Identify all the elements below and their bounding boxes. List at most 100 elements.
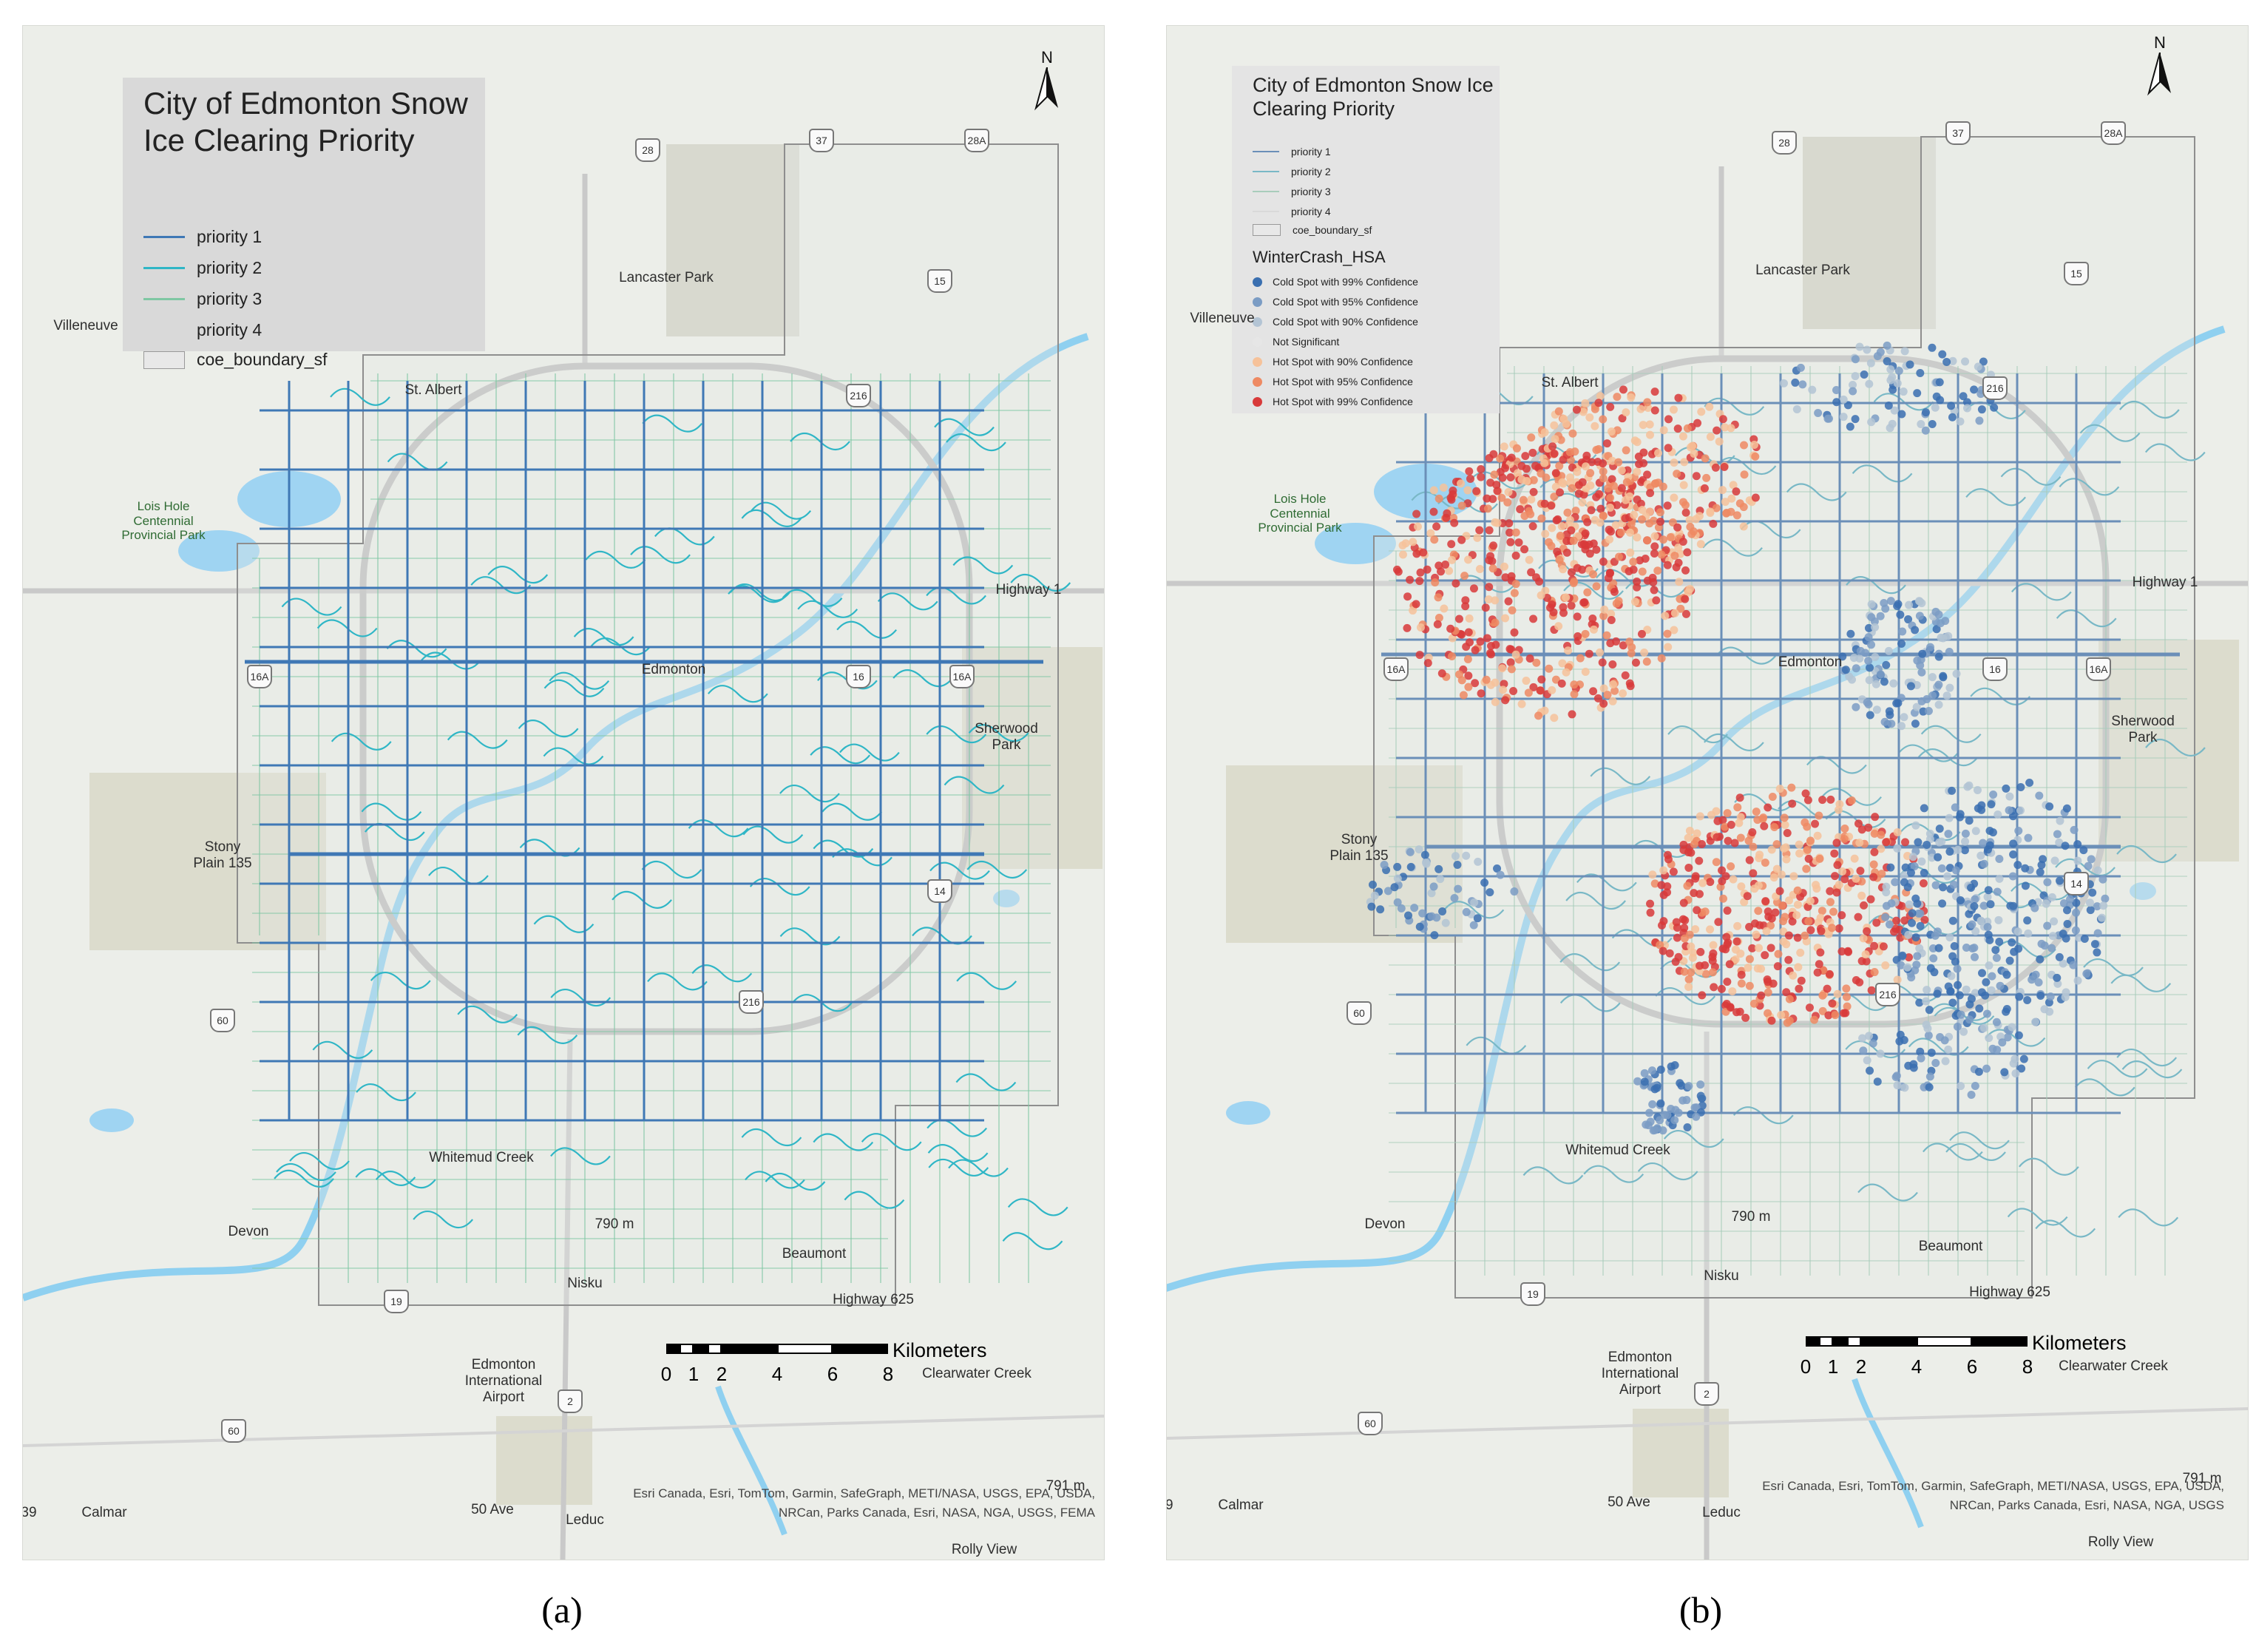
crash-point (1551, 435, 1559, 444)
crash-point (1886, 597, 1895, 606)
crash-point (1896, 610, 1905, 619)
crash-point (1673, 933, 1681, 942)
road-priority-2 (1667, 725, 1728, 744)
crash-point (1784, 955, 1793, 964)
road-priority-2 (1949, 1131, 2010, 1150)
crash-point (1466, 474, 1475, 483)
crash-point (1550, 714, 1559, 722)
crash-point (1683, 881, 1692, 890)
crash-point (1637, 478, 1646, 487)
hotspot-legend-title: WinterCrash_HSA (1253, 248, 1386, 266)
crash-point (1808, 385, 1817, 394)
crash-point (1939, 671, 1948, 680)
crash-point (1431, 578, 1440, 587)
dot-symbol (1253, 356, 1262, 367)
crash-point (1982, 1009, 1991, 1018)
crash-point (1904, 930, 1913, 939)
crash-point (1778, 901, 1786, 910)
crash-point (1707, 810, 1716, 819)
crash-point (1708, 968, 1717, 977)
crash-point (1865, 1032, 1874, 1040)
crash-point (1764, 988, 1772, 997)
crash-point (1465, 467, 1474, 475)
crash-point (2084, 861, 2093, 870)
highway-shield-icon: 60 (210, 1009, 235, 1032)
crash-point (2073, 976, 2082, 985)
crash-point (1541, 529, 1550, 538)
crash-point (1457, 479, 1466, 488)
crash-point (2050, 856, 2059, 865)
crash-point (1423, 565, 1432, 574)
crash-point (1611, 521, 1620, 529)
crash-point (2016, 806, 2025, 815)
legend-label: Hot Spot with 90% Confidence (1273, 356, 1413, 368)
crash-point (1606, 527, 1615, 536)
highway-shield-icon: 60 (221, 1419, 246, 1443)
crash-point (1670, 626, 1679, 634)
scale-tick: 2 (716, 1363, 728, 1385)
crash-point (1482, 675, 1491, 684)
crash-point (1610, 481, 1619, 490)
crash-point (1906, 360, 1914, 369)
highway-shield-icon: 16A (1383, 657, 1409, 681)
crash-point (1697, 407, 1706, 416)
dot-symbol (1253, 376, 1262, 387)
crash-point (1994, 915, 2003, 924)
road-priority-2 (1590, 767, 1651, 785)
crash-point (1911, 933, 1920, 942)
crash-point (1840, 824, 1849, 833)
crash-point (1844, 947, 1853, 956)
crash-point (1913, 899, 1922, 908)
crash-point (1729, 875, 1738, 884)
crash-point (2080, 934, 2089, 943)
crash-point (1937, 864, 1946, 873)
crash-point (1841, 1009, 1850, 1018)
crash-point (1936, 396, 1945, 404)
crash-point (1882, 660, 1891, 669)
road-priority-2 (331, 732, 392, 751)
crash-point (1464, 628, 1473, 637)
road-priority-2 (1857, 1183, 1918, 1202)
crash-point (1869, 860, 1878, 869)
road-priority-2 (892, 668, 954, 688)
crash-point (1736, 833, 1745, 842)
crash-point (1582, 451, 1591, 460)
crash-point (1774, 949, 1783, 958)
crash-point (1870, 968, 1879, 977)
crash-point (2030, 904, 2039, 913)
crash-point (1457, 676, 1466, 685)
crash-point (1740, 898, 1749, 907)
crash-point (1787, 783, 1796, 792)
crash-point (1828, 924, 1837, 932)
crash-point (1637, 629, 1646, 638)
crash-point (1917, 697, 1926, 705)
crash-point (1893, 827, 1902, 836)
highway-shield-icon: 16A (247, 665, 272, 688)
crash-point (1951, 803, 1959, 812)
scale-segment (1819, 1336, 1833, 1347)
crash-point (1608, 660, 1617, 668)
lake (1315, 523, 1396, 564)
crash-point (1894, 367, 1903, 376)
crash-point (1512, 444, 1521, 453)
crash-point (1905, 900, 1914, 909)
crash-point (1865, 676, 1874, 685)
crash-point (2073, 840, 2082, 849)
crash-point (2070, 825, 2079, 834)
crash-point (1621, 514, 1630, 523)
crash-point (1511, 528, 1520, 537)
crash-point (1684, 833, 1693, 842)
crash-point (1537, 514, 1546, 523)
crash-point (1769, 979, 1778, 988)
crash-point (1818, 991, 1827, 1000)
crash-point (1583, 588, 1592, 597)
crash-point (1850, 854, 1859, 863)
road-priority-2 (1637, 1162, 1698, 1181)
crash-point (1688, 953, 1697, 962)
crash-point (1701, 454, 1710, 463)
crash-point (1550, 492, 1559, 501)
crash-point (1917, 668, 1926, 677)
crash-point (2088, 888, 2097, 897)
crash-point (1585, 649, 1593, 658)
crash-point (1916, 1047, 1925, 1056)
